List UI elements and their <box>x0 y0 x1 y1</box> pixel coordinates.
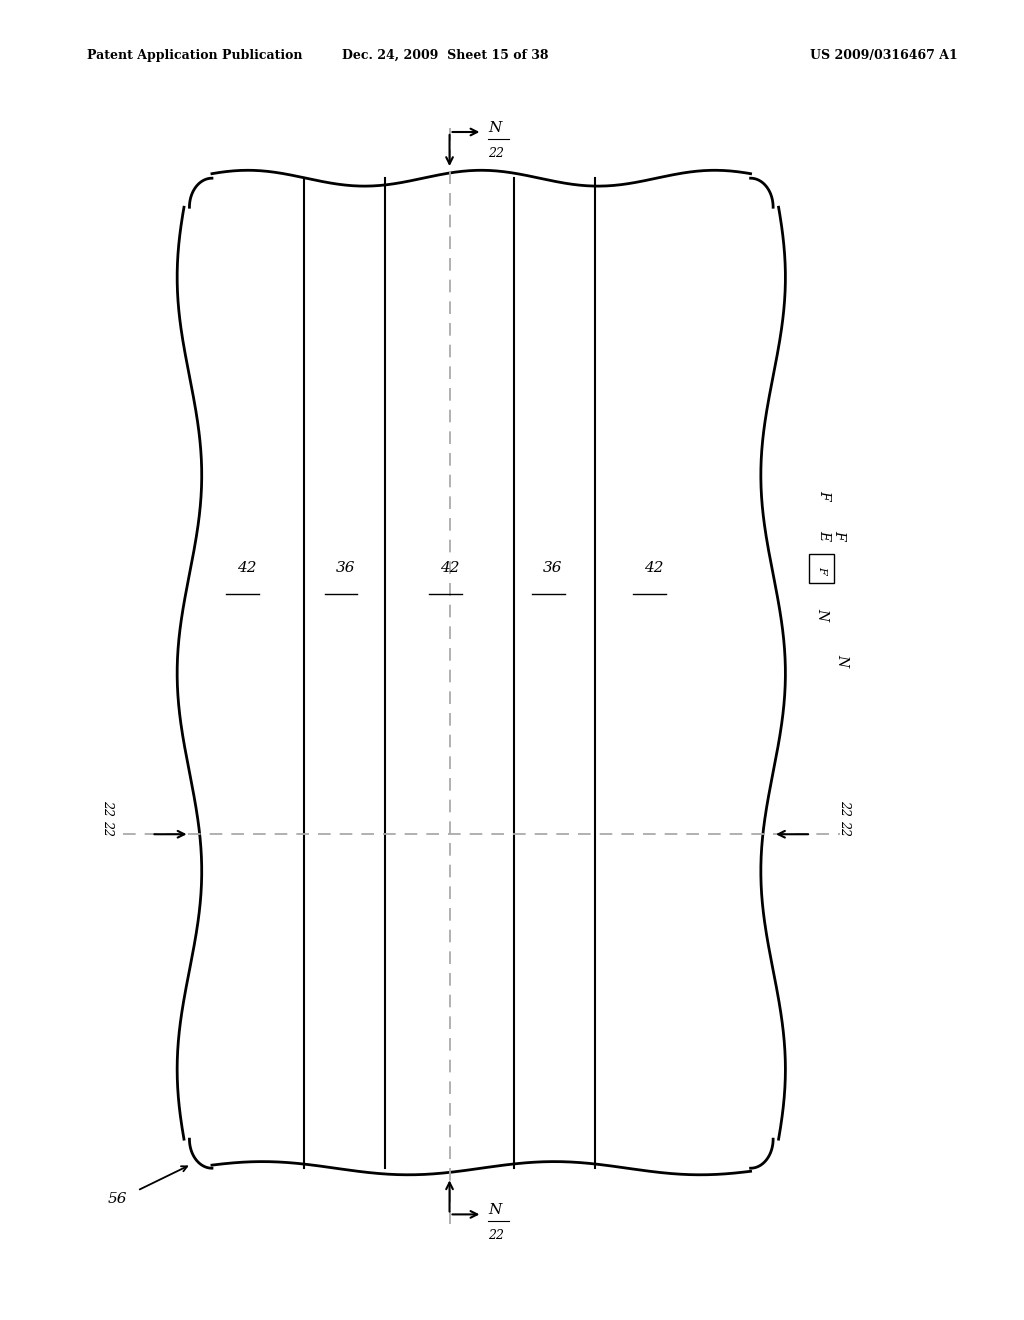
Text: 22: 22 <box>488 1229 505 1242</box>
Text: Dec. 24, 2009  Sheet 15 of 38: Dec. 24, 2009 Sheet 15 of 38 <box>342 49 549 62</box>
Text: N: N <box>815 607 829 620</box>
Text: F: F <box>817 566 827 574</box>
Text: 56: 56 <box>108 1192 128 1205</box>
Text: N: N <box>488 121 502 135</box>
Text: F: F <box>817 490 831 500</box>
Text: F: F <box>833 529 847 540</box>
Text: Patent Application Publication: Patent Application Publication <box>87 49 302 62</box>
Text: 42: 42 <box>439 561 460 574</box>
Text: 22: 22 <box>839 820 851 836</box>
Text: 42: 42 <box>237 561 257 574</box>
Text: US 2009/0316467 A1: US 2009/0316467 A1 <box>810 49 957 62</box>
Text: 22: 22 <box>101 820 114 836</box>
Text: N: N <box>836 653 850 667</box>
Text: 42: 42 <box>643 561 664 574</box>
Text: 36: 36 <box>335 561 355 574</box>
Text: 22: 22 <box>488 147 505 160</box>
Text: N: N <box>488 1204 502 1217</box>
Text: E: E <box>817 529 831 540</box>
Text: 22: 22 <box>101 800 114 816</box>
Text: 36: 36 <box>543 561 563 574</box>
Text: 22: 22 <box>839 800 851 816</box>
